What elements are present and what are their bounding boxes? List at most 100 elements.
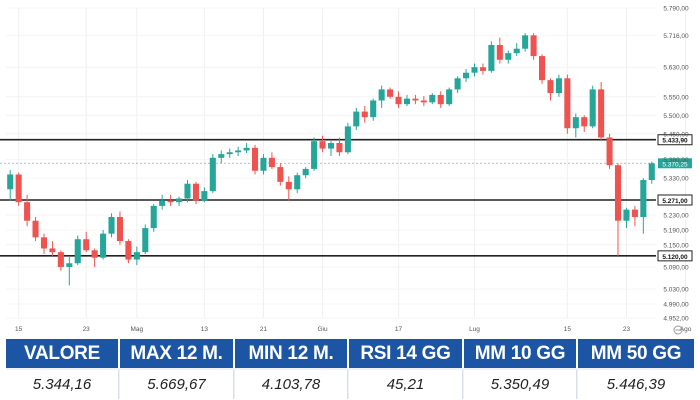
stats-value-valore: 5.344,16 — [6, 370, 119, 399]
candle — [218, 150, 225, 164]
candle-body — [209, 157, 216, 192]
candle-body — [311, 141, 318, 169]
candle-body — [184, 183, 191, 199]
candle — [24, 194, 31, 227]
candle-body — [268, 157, 275, 168]
candle — [395, 91, 402, 108]
candle-body — [539, 56, 546, 81]
candle — [201, 187, 208, 203]
candle — [547, 78, 554, 101]
x-tick-label: 15 — [15, 326, 23, 333]
candle-body — [446, 89, 453, 105]
candle-body — [564, 78, 571, 129]
y-tick-label: 5.790,00 — [663, 6, 689, 13]
candle-body — [302, 168, 309, 176]
candle-body — [606, 137, 613, 166]
candle-body — [57, 252, 64, 267]
candle-body — [32, 220, 39, 238]
candle — [420, 96, 427, 107]
candle-body — [100, 233, 107, 258]
candle — [251, 144, 259, 175]
candle-body — [192, 183, 199, 201]
stats-header-mm-50gg: MM 50 GG — [578, 339, 694, 368]
candle-body — [496, 44, 503, 60]
stats-header-mm-10gg: MM 10 GG — [464, 339, 576, 368]
candle-body — [319, 141, 326, 149]
candle-body — [7, 174, 14, 190]
candle-body — [598, 89, 605, 138]
candle — [268, 152, 275, 169]
candle — [370, 98, 377, 121]
candle — [344, 122, 351, 155]
level-label-box — [657, 250, 693, 262]
stats-value-mm-50gg: 5.446,39 — [578, 370, 694, 399]
candle-body — [479, 67, 486, 71]
candle — [446, 87, 453, 107]
stats-header-min-12m: MIN 12 M. — [235, 339, 347, 368]
candle — [555, 74, 562, 97]
candle-body — [201, 191, 208, 201]
y-tick-label: 5.230,00 — [663, 213, 689, 220]
candle — [32, 217, 39, 242]
candle-body — [403, 98, 411, 105]
candle — [640, 178, 647, 234]
candle-body — [395, 96, 402, 105]
candle-body — [581, 117, 588, 127]
candle-body — [243, 147, 250, 151]
candle-body — [116, 217, 123, 242]
candle — [311, 137, 318, 171]
candle — [572, 113, 579, 138]
candle — [454, 76, 461, 94]
candle-body — [530, 35, 537, 57]
candle-body — [522, 35, 529, 49]
candle — [167, 194, 174, 206]
candle-body — [614, 165, 622, 221]
candle-body — [429, 94, 436, 103]
candle-body — [83, 239, 90, 251]
y-tick-label: 5.090,00 — [663, 264, 689, 271]
candle-body — [463, 72, 470, 79]
candle — [116, 211, 123, 245]
candle — [209, 154, 216, 193]
candle — [564, 74, 571, 134]
candle — [285, 176, 292, 201]
candle-body — [40, 237, 48, 249]
candle — [49, 241, 56, 256]
candle — [581, 115, 588, 132]
candle-body — [631, 209, 638, 218]
candle-body — [91, 250, 98, 258]
candle — [429, 93, 436, 105]
candle-body — [547, 80, 554, 94]
y-tick-label: 5.500,00 — [663, 113, 689, 120]
candle — [505, 50, 512, 64]
candle-body — [167, 200, 174, 203]
x-tick-label: Lug — [469, 326, 480, 333]
candle-body — [24, 202, 31, 221]
candle — [142, 224, 149, 255]
candle — [319, 135, 326, 153]
candle — [327, 141, 335, 156]
candle — [539, 54, 546, 84]
candle-body — [640, 180, 647, 218]
candle — [176, 196, 183, 206]
level-label: 5.271,00 — [662, 198, 688, 205]
candle — [488, 41, 495, 73]
y-tick-label: 5.716,00 — [663, 33, 689, 40]
y-tick-label: 5.450,00 — [663, 131, 689, 138]
candle-body — [49, 248, 56, 253]
candle — [387, 87, 394, 99]
candle-body — [555, 78, 562, 94]
candle — [15, 172, 22, 206]
stats-value-rsi-14gg: 45,21 — [349, 370, 463, 399]
y-tick-label: 5.550,00 — [663, 94, 689, 101]
candle — [336, 137, 343, 156]
candle — [260, 154, 267, 175]
stats-header-rsi-14gg: RSI 14 GG — [349, 339, 462, 368]
reset-zoom-icon[interactable] — [673, 325, 683, 335]
candle — [74, 235, 81, 266]
candle — [513, 43, 520, 57]
candle-body — [344, 126, 351, 153]
y-tick-label: 5.330,00 — [663, 176, 689, 183]
candle — [40, 233, 48, 255]
candle-body — [176, 198, 183, 203]
